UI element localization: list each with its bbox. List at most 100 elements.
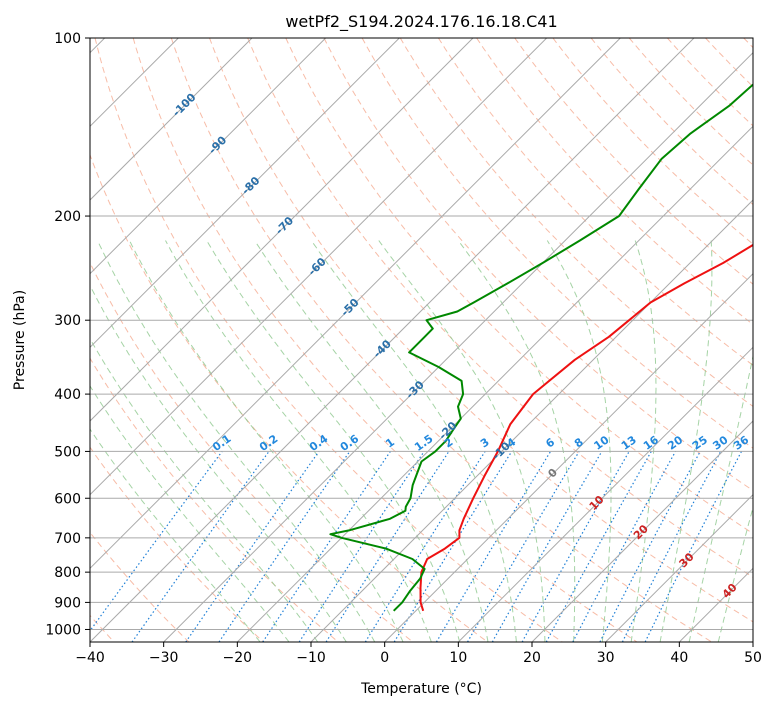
x-axis: −40 −30 −20 −10 0 10 20 30 40 50 (75, 642, 762, 666)
moist-adiabat-line (90, 384, 290, 642)
dry-adiabat-line (743, 38, 753, 49)
mixing-ratio-line (545, 451, 652, 642)
isotherm-label: 30 (677, 550, 697, 570)
plot-area: -100-90-80-70-60-50-40-30-20-10010203040… (90, 38, 753, 642)
x-axis-label: Temperature (°C) (360, 681, 482, 697)
mixing-ratio-line (644, 451, 743, 642)
mixing-ratio-label: 3 (478, 435, 492, 450)
dry-adiabat-line (667, 38, 753, 127)
moist-adiabat-line (254, 240, 489, 642)
isotherm-line (90, 38, 327, 275)
moist-adiabat-line (457, 240, 576, 642)
mixing-ratio-label: 36 (731, 433, 751, 453)
isotherm-label: -80 (239, 174, 262, 197)
isotherm-line (90, 38, 253, 201)
dry-adiabat-line (90, 357, 339, 642)
isotherm-label: -100 (170, 90, 199, 119)
y-axis: 100 200 300 400 500 600 700 800 900 1000 (45, 31, 90, 638)
dry-adiabat-line (285, 38, 753, 535)
moist-adiabat-line (378, 240, 546, 642)
y-tick-label: 100 (54, 31, 81, 47)
y-tick-label: 700 (54, 531, 81, 547)
y-tick-label: 500 (54, 444, 81, 460)
isotherm-line (90, 38, 548, 496)
mixing-ratio-line (435, 451, 552, 642)
x-tick-label: 50 (744, 650, 762, 666)
x-tick-label: 10 (449, 650, 467, 666)
x-tick-label: −30 (149, 650, 179, 666)
mixing-ratio-label: 6 (543, 435, 557, 450)
isotherm-line (531, 420, 753, 642)
dry-adiabat-line (399, 38, 753, 408)
dry-adiabat-line (170, 38, 712, 642)
mixing-ratio-line (393, 451, 513, 642)
isotherm-line (310, 199, 753, 642)
mixing-ratio-label: 16 (641, 433, 661, 453)
isotherm-line (384, 272, 753, 642)
moist-adiabat-line (97, 240, 376, 642)
moist-adiabat-line (129, 240, 404, 642)
temperature-profile-line (419, 243, 753, 612)
isotherm-label: 40 (720, 581, 740, 601)
dry-adiabat-line (90, 261, 414, 642)
dry-adiabat-line (323, 38, 753, 492)
dry-adiabat-line (90, 531, 190, 642)
isotherm-line (90, 38, 400, 349)
dry-adiabat-line (476, 38, 753, 326)
mixing-ratio-label: 25 (690, 433, 710, 452)
mixing-ratio-label: 1.5 (412, 432, 435, 454)
mixing-ratio-line (599, 451, 701, 642)
dry-adiabat-line (437, 38, 753, 366)
mixing-ratio-label: 13 (619, 433, 639, 452)
dewpoint-profile-line (329, 83, 753, 612)
x-tick-label: −10 (296, 650, 326, 666)
y-tick-label: 800 (54, 565, 81, 581)
mixing-ratio-label: 30 (710, 433, 730, 453)
isotherm-line (605, 493, 753, 642)
mixing-ratio-label: 0.4 (307, 432, 331, 454)
moist-adiabat-line (165, 240, 432, 642)
x-tick-label: −20 (223, 650, 253, 666)
mixing-ratio-line (364, 451, 486, 642)
dry-adiabat-line (552, 38, 753, 245)
mixing-ratio-line (298, 451, 425, 642)
moist-adiabat-line (659, 240, 713, 642)
dry-adiabat-line (132, 38, 638, 642)
mixing-ratio-label: 0.6 (338, 432, 362, 454)
moist-adiabat-line (90, 284, 347, 642)
y-tick-label: 200 (54, 209, 81, 225)
isotherm-line (90, 38, 621, 570)
mixing-ratio-label: 1 (383, 435, 397, 450)
y-axis-label: Pressure (hPa) (12, 290, 28, 390)
mixing-ratio-line (90, 451, 223, 632)
isotherm-line (163, 51, 753, 642)
dry-adiabat-line (90, 446, 264, 642)
mixing-ratio-line (218, 451, 351, 642)
isotherm-line (90, 38, 695, 642)
mixing-ratio-line (325, 451, 450, 642)
isotherm-label: -60 (306, 255, 329, 278)
dry-adiabat-line (705, 38, 753, 88)
mixing-ratio-line (572, 451, 677, 642)
moist-adiabat-line (90, 337, 319, 642)
isotherm-line (752, 641, 753, 642)
dry-adiabat-line (90, 153, 488, 642)
mixing-ratio-line (521, 451, 630, 642)
isotherm-line (236, 125, 753, 642)
mixing-ratio-line (185, 451, 320, 642)
x-tick-label: 0 (380, 650, 389, 666)
plot-frame (89, 37, 754, 643)
y-tick-label: 600 (54, 491, 81, 507)
moist-adiabat-line (310, 240, 517, 642)
dry-adiabat-line (209, 38, 753, 623)
isotherm-line (678, 567, 753, 642)
y-tick-label: 1000 (45, 622, 81, 638)
moist-adiabat-line (630, 240, 657, 642)
moist-adiabat-line (688, 353, 753, 642)
mixing-ratio-label: 20 (665, 433, 685, 453)
dry-adiabat-line (247, 38, 753, 578)
dry-adiabat-line (590, 38, 753, 206)
isotherm-label: -90 (206, 133, 229, 156)
mixing-ratio-label: 10 (592, 433, 612, 453)
